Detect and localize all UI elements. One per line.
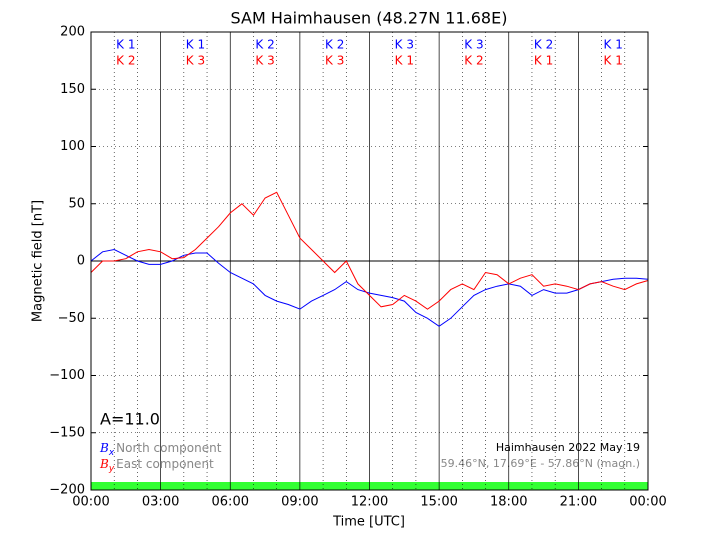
k-index-x: K 3 [464,38,483,52]
y-tick-label: 50 [68,196,85,211]
y-tick-label: −100 [49,368,85,383]
x-tick-label: 18:00 [490,495,527,510]
x-tick-label: 21:00 [560,495,597,510]
k-index-y: K 1 [534,54,553,68]
x-axis-label: Time [UTC] [332,515,405,530]
k-index-x: K 1 [116,38,135,52]
k-index-x: K 3 [395,38,414,52]
k-index-x: K 2 [255,38,274,52]
k-index-y: K 2 [116,54,135,68]
k-index-y: K 2 [464,54,483,68]
station-annotation: Haimhausen 2022 May 19 [496,441,640,454]
x-tick-label: 09:00 [281,495,318,510]
legend-entry: By East component [99,457,214,474]
x-tick-label: 03:00 [142,495,179,510]
plot-frame [90,31,649,491]
y-axis-label: Magnetic field [nT] [31,200,46,322]
legend-subscript: y [108,464,115,474]
legend-subscript: x [108,448,115,458]
k-index-y: K 1 [604,54,623,68]
y-tick-label: −200 [49,483,85,498]
legend-label: East component [116,457,214,471]
legend-label: North component [116,441,222,455]
legend-entry: Bx North component [99,441,222,458]
k-index-y: K 3 [186,54,205,68]
chart-title: SAM Haimhausen (48.27N 11.68E) [231,9,508,28]
x-tick-label: 15:00 [420,495,457,510]
x-tick-label: 12:00 [351,495,388,510]
legend-symbol: B [99,441,109,455]
y-tick-label: 100 [60,139,85,154]
k-index-x: K 1 [186,38,205,52]
data-line [90,191,649,310]
index-annotation: A=11.0 [100,410,160,429]
legend-symbol: B [99,457,109,471]
y-tick-label: 150 [60,82,85,97]
y-tick-label: 200 [60,25,85,40]
x-tick-label: 06:00 [212,495,249,510]
x-tick-label: 00:00 [629,495,666,510]
k-index-x: K 1 [604,38,623,52]
coords-annotation: 59.46°N, 17.69°E - 57.86°N (magn.) [441,457,640,470]
k-index-y: K 1 [395,54,414,68]
k-index-y: K 3 [255,54,274,68]
y-tick-label: 0 [77,254,85,269]
k-index-x: K 2 [325,38,344,52]
y-tick-label: −150 [49,425,85,440]
k-index-x: K 2 [534,38,553,52]
data-line [90,248,649,327]
k-index-y: K 3 [325,54,344,68]
x-tick-label: 00:00 [72,495,109,510]
y-tick-label: −50 [58,311,85,326]
